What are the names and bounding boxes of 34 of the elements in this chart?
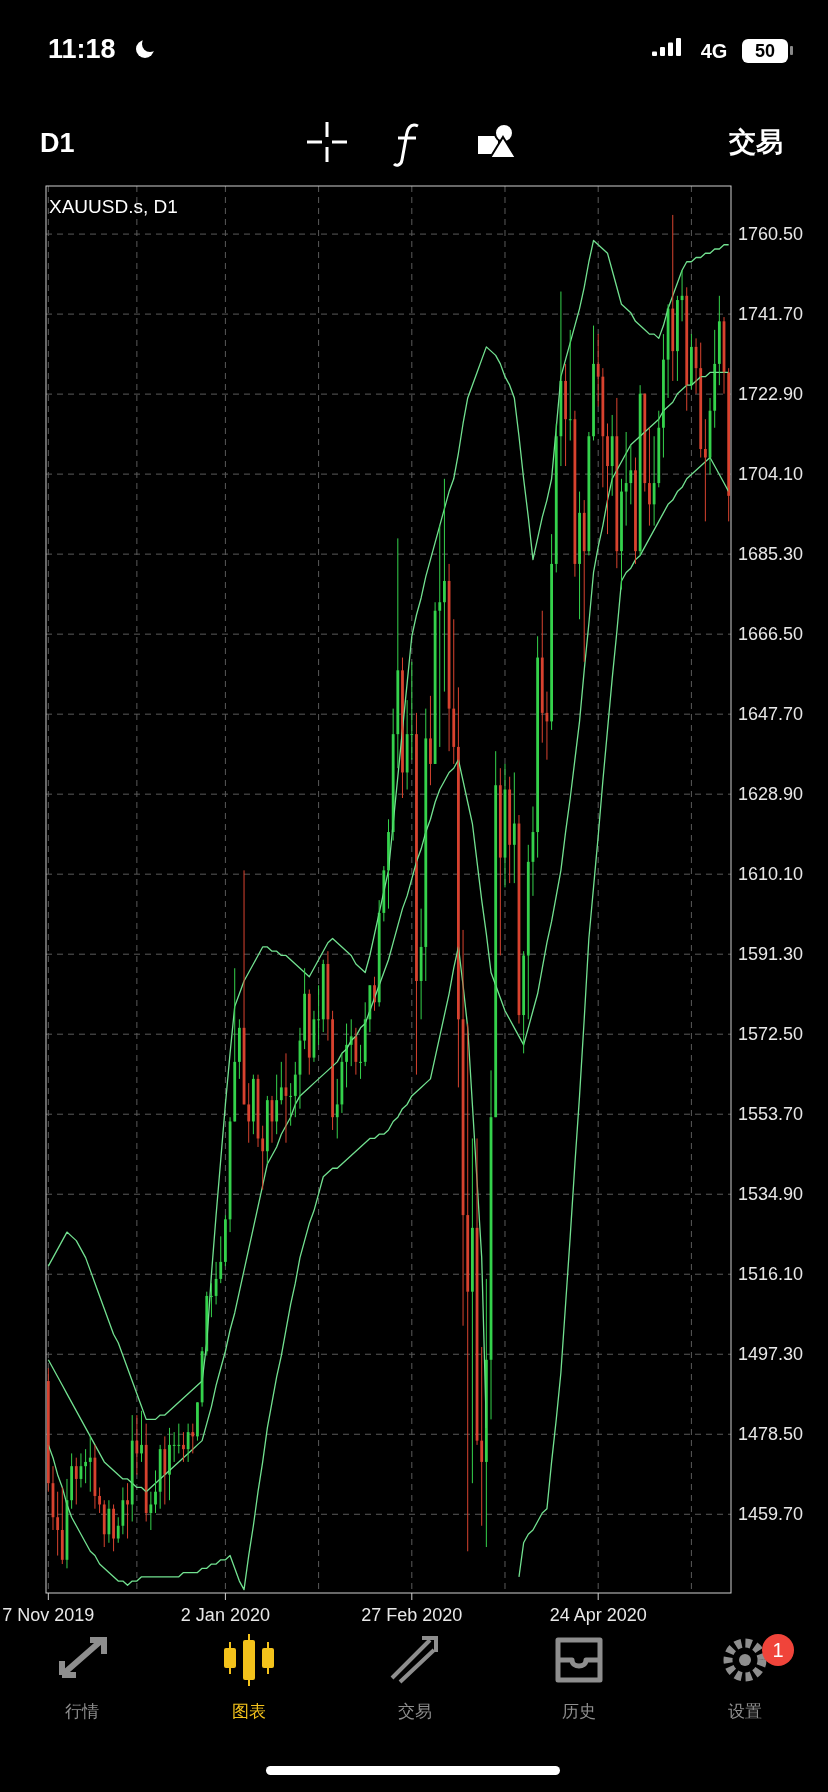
y-tick-label: 1497.30 — [738, 1344, 804, 1365]
y-tick-label: 1760.50 — [738, 224, 804, 245]
y-tick-label: 1610.10 — [738, 864, 804, 885]
y-tick-label: 1459.70 — [738, 1504, 804, 1525]
text: 图表 — [232, 1702, 266, 1721]
y-tick-label: 1647.70 — [738, 704, 804, 725]
y-tick-label: 1628.90 — [738, 784, 804, 805]
y-tick-label: 1704.10 — [738, 464, 804, 485]
text: 交易 — [728, 127, 783, 157]
text: 历史 — [562, 1702, 596, 1721]
y-tick-label: 1722.90 — [738, 384, 804, 405]
text: D1 — [40, 128, 75, 158]
y-tick-label: 1478.50 — [738, 1424, 804, 1445]
text: 交易 — [398, 1702, 432, 1721]
y-tick-label: 1685.30 — [738, 544, 804, 565]
text: 设置 — [728, 1702, 762, 1721]
y-tick-label: 1666.50 — [738, 624, 804, 645]
text: XAUUSD.s, D1 — [49, 196, 178, 217]
y-tick-label: 1572.50 — [738, 1024, 804, 1045]
x-tick-label: 7 Nov 2019 — [2, 1605, 95, 1625]
text: 4G — [700, 40, 728, 62]
text: 行情 — [65, 1702, 99, 1721]
y-tick-label: 1534.90 — [738, 1184, 804, 1205]
x-tick-label: 27 Feb 2020 — [361, 1605, 463, 1625]
text: 11:18 — [48, 34, 116, 64]
y-tick-label: 1553.70 — [738, 1104, 804, 1125]
y-tick-label: 1741.70 — [738, 304, 804, 325]
y-tick-label: 1591.30 — [738, 944, 804, 965]
x-tick-label: 2 Jan 2020 — [180, 1605, 270, 1625]
text: 50 — [754, 41, 776, 61]
line-series — [47, 239, 730, 1421]
text: 1 — [772, 1639, 784, 1661]
y-tick-label: 1516.10 — [738, 1264, 804, 1285]
x-tick-label: 24 Apr 2020 — [549, 1605, 647, 1625]
